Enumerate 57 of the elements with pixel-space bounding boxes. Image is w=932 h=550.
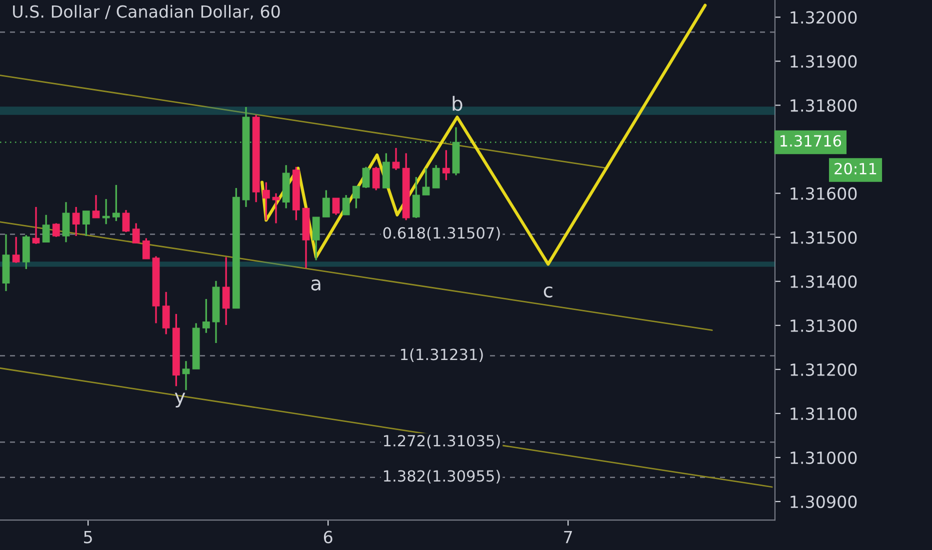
candlestick xyxy=(332,197,340,216)
candlestick xyxy=(362,166,370,189)
candlestick xyxy=(62,201,70,244)
candlestick xyxy=(92,194,100,219)
candlestick xyxy=(162,291,170,336)
annotation: a xyxy=(311,279,320,291)
y-tick-label: 1.31600 xyxy=(790,187,857,200)
candlestick xyxy=(112,184,120,222)
ref-line-label: 1.382(1.30955) xyxy=(384,470,500,484)
candlestick xyxy=(12,236,20,264)
text: 20:11 xyxy=(834,162,876,174)
candlestick xyxy=(102,198,110,225)
annotation: c xyxy=(544,286,552,298)
x-tick-label: 6 xyxy=(324,530,332,544)
y-tick-label: 1.31800 xyxy=(790,99,857,112)
annotation: y xyxy=(174,392,186,408)
ref-line-label: 1(1.31231) xyxy=(400,348,483,362)
y-tick-label: 1.30900 xyxy=(790,495,857,508)
y-tick-label: 1.31900 xyxy=(790,55,857,68)
y-tick-label: 1.31100 xyxy=(790,407,857,420)
y-tick-label: 1.31500 xyxy=(790,231,857,244)
candlestick xyxy=(72,206,80,237)
candlestick xyxy=(42,214,50,244)
line-series xyxy=(260,4,707,266)
ref-line-label: 0.618(1.31507) xyxy=(383,226,500,240)
candlestick xyxy=(52,222,60,238)
candlestick xyxy=(202,298,210,334)
candlestick xyxy=(182,360,190,391)
y-tick-label: 1.31400 xyxy=(790,275,857,288)
ref-line-label: 1.272(1.31035) xyxy=(384,434,500,448)
x-tick-label: 7 xyxy=(564,530,572,544)
candlestick xyxy=(82,210,90,237)
x-tick-label: 5 xyxy=(84,530,92,544)
candlestick xyxy=(392,147,400,171)
candlestick xyxy=(442,149,450,181)
candlestick xyxy=(412,176,420,219)
candlestick xyxy=(262,181,270,221)
candlestick xyxy=(372,166,380,192)
candlestick xyxy=(352,185,360,210)
candlestick xyxy=(312,216,320,262)
ref-line-label: 1.31716 xyxy=(780,135,842,147)
y-tick-label: 1.32000 xyxy=(790,11,857,24)
candlestick xyxy=(142,237,150,260)
candlestick xyxy=(432,164,440,189)
candlestick xyxy=(222,256,230,326)
y-tick-label: 1.31200 xyxy=(790,363,857,376)
candlestick xyxy=(422,167,430,196)
candlestick xyxy=(32,206,40,245)
y-tick-label: 1.31300 xyxy=(790,319,857,332)
y-tick-label: 1.31000 xyxy=(790,451,857,464)
candlestick xyxy=(342,194,350,216)
candlestick xyxy=(322,189,330,218)
candlestick xyxy=(122,209,130,233)
annotation: b xyxy=(452,96,462,111)
candlestick xyxy=(132,222,140,244)
candlestick xyxy=(272,192,280,224)
chart-title: U.S. Dollar / Canadian Dollar, 60 xyxy=(13,4,280,20)
